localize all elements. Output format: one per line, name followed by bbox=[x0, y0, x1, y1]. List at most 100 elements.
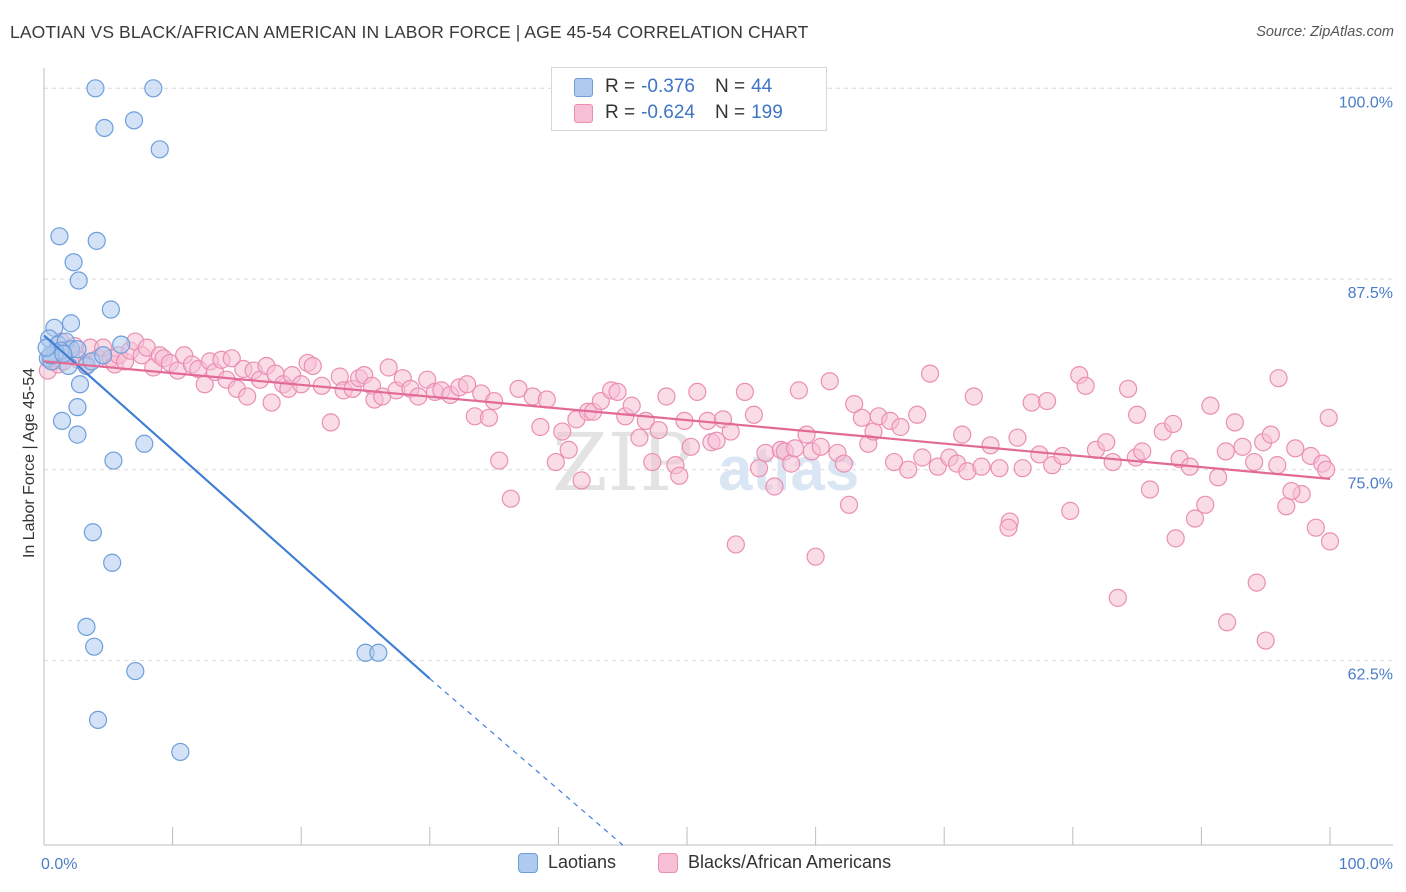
series-laotian-points bbox=[37, 79, 388, 762]
black-point-70 bbox=[457, 375, 477, 394]
black-point-79 bbox=[531, 417, 550, 437]
black-point-176 bbox=[1245, 452, 1264, 472]
black-point-49 bbox=[303, 356, 322, 376]
black-point-117 bbox=[785, 439, 805, 458]
black-point-127 bbox=[852, 408, 871, 427]
black-point-135 bbox=[908, 405, 927, 424]
black-point-143 bbox=[964, 387, 983, 406]
laotian-point-8 bbox=[69, 271, 88, 290]
black-point-196 bbox=[1269, 369, 1288, 388]
laotian-trend-line bbox=[43, 334, 431, 680]
laotian-point-32 bbox=[135, 434, 154, 453]
black-point-113 bbox=[765, 477, 784, 496]
black-point-76 bbox=[501, 489, 520, 508]
chart-title: LAOTIAN VS BLACK/AFRICAN AMERICAN IN LAB… bbox=[10, 22, 809, 42]
legend-row-laotian: R = -0.376 N = 44 bbox=[574, 75, 772, 99]
laotian-point-27 bbox=[94, 346, 113, 365]
black-point-173 bbox=[1216, 442, 1235, 461]
laotian-point-42 bbox=[369, 643, 388, 662]
black-point-125 bbox=[839, 495, 859, 514]
black-point-177 bbox=[1247, 573, 1266, 592]
y-tick-label-0: 62.5% bbox=[1348, 666, 1393, 683]
black-point-126 bbox=[845, 395, 864, 414]
black-point-83 bbox=[559, 440, 578, 459]
black-point-158 bbox=[1097, 433, 1116, 452]
laotian-point-0 bbox=[86, 79, 105, 98]
black-point-182 bbox=[1286, 439, 1305, 458]
y-tick-label-2: 87.5% bbox=[1348, 285, 1393, 302]
black-point-156 bbox=[1076, 376, 1095, 395]
black-point-144 bbox=[972, 457, 991, 476]
black-point-80 bbox=[537, 390, 556, 409]
black-point-95 bbox=[643, 452, 662, 472]
laotian-point-36 bbox=[77, 617, 96, 636]
black-point-189 bbox=[1320, 532, 1340, 551]
black-point-42 bbox=[262, 393, 281, 412]
laotian-trend-extension bbox=[429, 678, 624, 846]
y-tick-label-1: 75.0% bbox=[1348, 476, 1393, 493]
black-point-97 bbox=[657, 387, 676, 406]
laotian-point-34 bbox=[83, 523, 102, 542]
black-point-122 bbox=[820, 372, 839, 391]
black-point-198 bbox=[1127, 405, 1147, 424]
laotian-r-label: R = bbox=[605, 76, 636, 97]
laotian-point-11 bbox=[61, 314, 81, 333]
black-swatch bbox=[574, 103, 593, 123]
black-point-164 bbox=[1140, 480, 1160, 499]
laotian-point-2 bbox=[95, 118, 114, 138]
black-r-label: R = bbox=[605, 102, 636, 123]
black-point-195 bbox=[1282, 481, 1301, 501]
laotian-point-5 bbox=[50, 227, 69, 246]
black-point-197 bbox=[1037, 391, 1057, 411]
laotian-point-3 bbox=[124, 111, 144, 130]
axes bbox=[43, 68, 1393, 846]
black-point-159 bbox=[1103, 452, 1122, 472]
black-point-108 bbox=[726, 535, 745, 554]
laotian-point-31 bbox=[68, 425, 87, 444]
black-point-105 bbox=[707, 431, 726, 450]
black-point-172 bbox=[1209, 468, 1228, 487]
black-point-151 bbox=[1030, 445, 1049, 464]
black-point-150 bbox=[1022, 393, 1041, 412]
black-point-179 bbox=[1261, 425, 1280, 444]
stats-legend: R = -0.376 N = 44 R = -0.624 N = 199 bbox=[551, 67, 827, 131]
black-point-141 bbox=[953, 425, 972, 444]
black-point-96 bbox=[649, 420, 668, 440]
black-point-149 bbox=[1013, 459, 1032, 478]
black-point-174 bbox=[1225, 413, 1244, 432]
blacks-legend-label: Blacks/African Americans bbox=[688, 852, 892, 872]
black-point-148 bbox=[1008, 428, 1027, 447]
y-tick-label-3: 100.0% bbox=[1339, 94, 1393, 111]
black-point-136 bbox=[913, 448, 932, 467]
black-point-137 bbox=[920, 364, 940, 383]
bottom-legend: Laotians Blacks/African Americans bbox=[0, 852, 1406, 878]
series-black-points bbox=[38, 332, 1340, 650]
blacks-legend-swatch bbox=[658, 852, 678, 873]
black-point-73 bbox=[479, 408, 499, 427]
black-point-193 bbox=[1218, 613, 1237, 632]
x-tick-label-1: 100.0% bbox=[1339, 856, 1393, 873]
black-r-value: -0.624 bbox=[641, 102, 695, 123]
laotian-point-37 bbox=[85, 637, 104, 656]
laotian-point-7 bbox=[64, 253, 83, 272]
black-point-146 bbox=[990, 459, 1009, 478]
black-point-163 bbox=[1133, 442, 1152, 461]
legend-item-laotians[interactable]: Laotians bbox=[518, 852, 616, 873]
laotian-point-16 bbox=[112, 335, 131, 354]
black-point-92 bbox=[622, 396, 641, 415]
black-point-81 bbox=[546, 452, 565, 472]
black-point-85 bbox=[572, 471, 591, 490]
black-point-102 bbox=[688, 382, 707, 401]
black-n-value: 199 bbox=[751, 102, 783, 123]
black-point-124 bbox=[834, 454, 853, 473]
laotian-point-33 bbox=[104, 451, 123, 470]
black-point-110 bbox=[744, 405, 763, 424]
black-point-194 bbox=[1256, 631, 1275, 650]
black-point-90 bbox=[608, 382, 627, 401]
black-point-75 bbox=[490, 451, 509, 470]
black-point-192 bbox=[1166, 529, 1185, 548]
black-point-169 bbox=[1185, 509, 1205, 528]
laotian-point-35 bbox=[103, 553, 122, 572]
legend-item-blacks[interactable]: Blacks/African Americans bbox=[658, 852, 891, 873]
